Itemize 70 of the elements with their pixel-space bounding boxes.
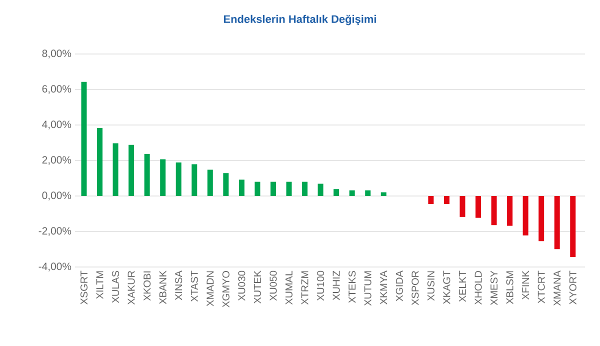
x-tick-label: XULAS (112, 270, 120, 303)
x-tick-label: XFINK (522, 270, 529, 300)
x-tick-label: XGIDA (396, 270, 403, 302)
bar (522, 196, 528, 236)
bar (128, 144, 134, 196)
bar (334, 189, 340, 196)
x-tick-label: XUHIZ (332, 270, 340, 300)
x-tick-label: XSPOR (412, 270, 419, 306)
x-tick-label: XAKUR (128, 270, 135, 305)
y-tick-label: 0,00% (42, 192, 72, 200)
x-tick-label: XMESY (490, 270, 498, 306)
bar (538, 196, 544, 242)
x-tick-label: XKMYA (380, 270, 388, 304)
x-tick-label: XINSA (175, 270, 182, 300)
bar (286, 182, 292, 196)
x-tick-label: XMADN (206, 271, 214, 306)
x-tick-label: XYORT (569, 270, 576, 304)
y-tick-label: -2,00% (38, 227, 72, 236)
bar (507, 196, 513, 226)
bar (554, 196, 560, 250)
bar (270, 182, 276, 196)
bar (491, 196, 497, 226)
bar (570, 196, 576, 258)
chart-title: Endekslerin Haftalık Değişimi (224, 14, 376, 26)
bar (444, 196, 450, 204)
bar (238, 180, 244, 196)
x-tick-label: XBANK (159, 270, 166, 304)
bar (207, 170, 213, 196)
x-tick-label: XHOLD (474, 270, 482, 305)
y-tick-label: -4,00% (38, 262, 72, 272)
bar (176, 162, 182, 196)
bar (365, 190, 371, 196)
x-tick-label: XUSIN (427, 271, 434, 301)
bar (112, 143, 118, 196)
x-tick-label: XTAST (190, 270, 198, 302)
bar (160, 159, 166, 196)
bar (318, 184, 324, 196)
y-tick-label: 2,00% (42, 156, 72, 165)
x-tick-label: XGMYO (222, 270, 230, 308)
x-tick-label: XTCRT (538, 270, 545, 304)
x-tick-label: XMANA (554, 270, 561, 306)
bar (254, 182, 260, 196)
x-tick-label: XU050 (270, 270, 277, 301)
bar (223, 173, 229, 196)
y-tick-label: 6,00% (42, 85, 72, 94)
x-tick-label: XUTEK (254, 270, 261, 304)
x-tick-label: XKAGT (443, 270, 450, 304)
y-tick-label: 4,00% (42, 120, 72, 130)
x-tick-label: XTEKS (348, 270, 356, 303)
x-tick-label: XILTM (96, 271, 104, 299)
bar (476, 196, 481, 218)
bar (144, 154, 150, 196)
bar (349, 190, 355, 196)
bar (460, 196, 466, 217)
bar (81, 82, 87, 196)
x-tick-label: XTRZM (301, 271, 308, 305)
bar (428, 196, 434, 204)
bar (302, 182, 308, 196)
bar (192, 164, 198, 196)
x-tick-label: XUTUM (364, 271, 372, 306)
x-tick-label: XELKT (459, 270, 466, 302)
x-tick-label: XU030 (238, 270, 246, 301)
x-tick-label: XBLSM (506, 271, 514, 304)
x-tick-label: XSGRT (80, 270, 88, 304)
x-tick-label: XU100 (317, 270, 324, 301)
x-tick-label: XKOBI (144, 271, 151, 301)
y-tick-label: 8,00% (42, 50, 72, 58)
x-tick-label: XUMAL (286, 270, 292, 305)
bar (97, 128, 103, 196)
bar (380, 192, 386, 196)
